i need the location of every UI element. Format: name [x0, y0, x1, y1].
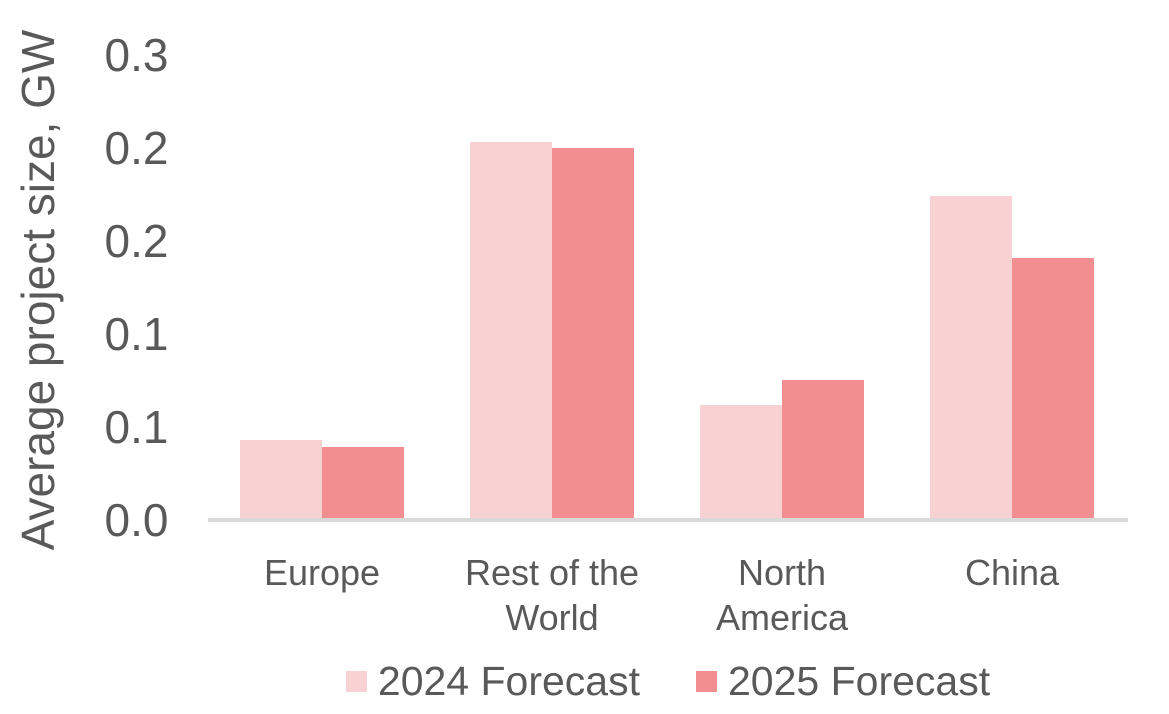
- x-axis-label-europe: Europe: [263, 552, 381, 593]
- bar-2025-forecast-china: [1012, 258, 1094, 520]
- legend-label-2025-forecast: 2025 Forecast: [728, 657, 991, 704]
- bar-2025-forecast-north-america: [782, 380, 864, 520]
- bar-2024-forecast-north-america: [700, 405, 782, 520]
- bar-2024-forecast-europe: [240, 440, 322, 520]
- bar-2025-forecast-rest-of-the-world: [552, 148, 634, 520]
- bar-group-north-america: [700, 380, 864, 520]
- bar-group-china: [930, 196, 1094, 520]
- y-axis-title: Average project size, GW: [12, 29, 64, 551]
- legend: 2024 Forecast 2025 Forecast: [208, 656, 1128, 706]
- bar-2025-forecast-europe: [322, 447, 404, 520]
- legend-swatch-2025-forecast: [696, 670, 717, 692]
- y-tick-label-2: 0.2: [104, 215, 169, 267]
- bar-group-rest-of-the-world: [470, 142, 634, 520]
- x-axis-line: [208, 518, 1128, 522]
- legend-swatch-2024-forecast: [345, 670, 367, 692]
- plot-area: [208, 0, 1128, 520]
- y-tick-label-3: 0.1: [104, 308, 169, 360]
- y-tick-label-0: 0.3: [104, 29, 169, 81]
- x-axis-label-china: China: [964, 552, 1060, 593]
- x-axis-label-north-america: North America: [715, 552, 849, 638]
- bar-2024-forecast-rest-of-the-world: [470, 142, 552, 520]
- bar-2024-forecast-china: [930, 196, 1012, 520]
- y-tick-label-4: 0.1: [104, 401, 169, 453]
- bar-group-europe: [240, 440, 404, 520]
- x-axis-label-rest-of-the-world: Rest of the World: [464, 552, 640, 638]
- y-tick-label-1: 0.2: [104, 122, 169, 174]
- legend-item-2025-forecast: 2025 Forecast: [696, 658, 990, 705]
- legend-label-2024-forecast: 2024 Forecast: [377, 657, 640, 704]
- legend-item-2024-forecast: 2024 Forecast: [345, 657, 640, 705]
- y-tick-label-5: 0.0: [104, 494, 169, 546]
